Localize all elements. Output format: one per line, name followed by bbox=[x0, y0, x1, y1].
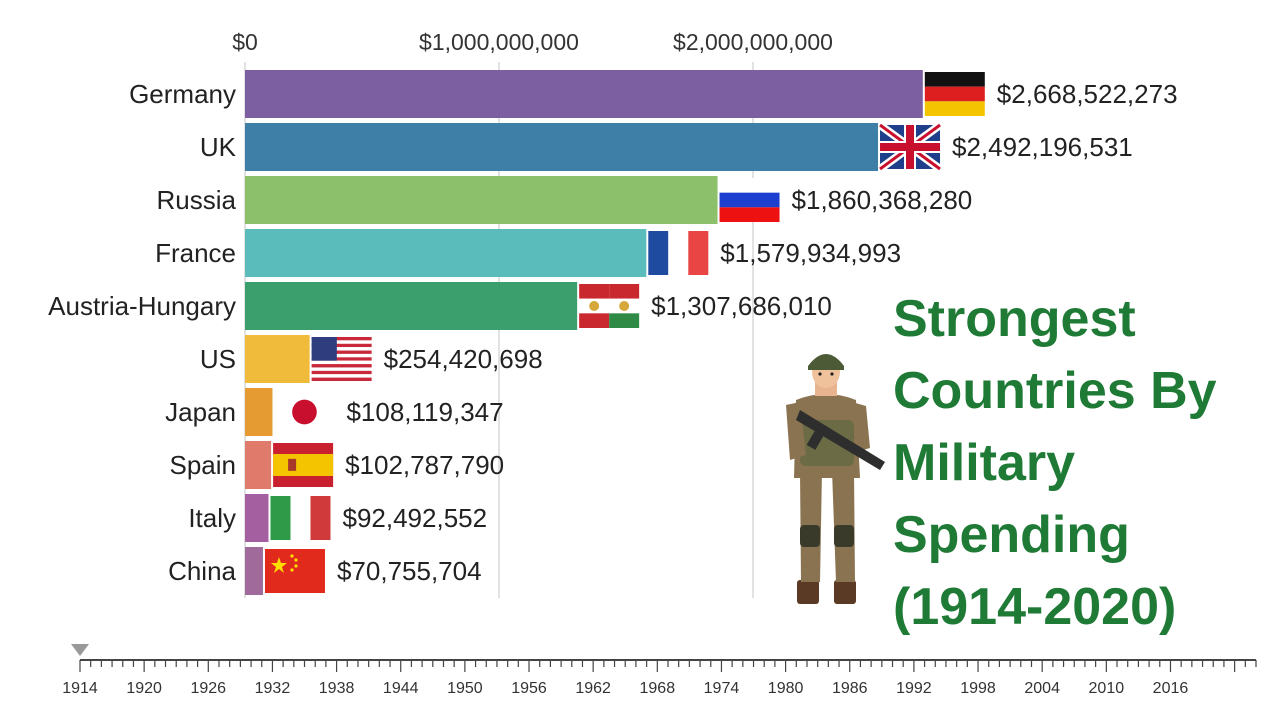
china-flag-icon bbox=[264, 549, 325, 593]
timeline-year-label: 1992 bbox=[896, 680, 932, 697]
timeline-year-label: 1956 bbox=[511, 680, 547, 697]
austria-hungary-flag-icon bbox=[579, 284, 640, 328]
category-label: France bbox=[155, 238, 236, 268]
bar-us bbox=[245, 335, 310, 383]
category-label: UK bbox=[200, 132, 237, 162]
timeline-year-label: 1914 bbox=[62, 680, 98, 697]
x-tick-label-2: $2,000,000,000 bbox=[673, 29, 833, 55]
category-label: China bbox=[168, 556, 236, 586]
value-label: $2,668,522,273 bbox=[997, 79, 1178, 109]
value-label: $1,860,368,280 bbox=[792, 185, 973, 215]
timeline-year-label: 1926 bbox=[190, 680, 226, 697]
category-label: US bbox=[200, 344, 236, 374]
title-line-5: (1914-2020) bbox=[893, 578, 1176, 636]
value-label: $92,492,552 bbox=[342, 503, 487, 533]
title-line-1: Strongest bbox=[893, 290, 1136, 348]
bar-france bbox=[245, 229, 647, 277]
x-tick-label-0: $0 bbox=[232, 29, 258, 55]
japan-flag-icon bbox=[274, 390, 335, 434]
value-label: $108,119,347 bbox=[346, 397, 503, 427]
soldier-illustration bbox=[786, 354, 885, 604]
bar-uk bbox=[245, 123, 879, 171]
value-label: $102,787,790 bbox=[345, 450, 504, 480]
timeline-year-label: 1986 bbox=[832, 680, 868, 697]
title-line-3: Military bbox=[893, 434, 1075, 492]
labels: Germany $2,668,522,273 UK $2,492,196,531 Rus… bbox=[48, 79, 1177, 586]
timeline-year-label: 2016 bbox=[1153, 680, 1189, 697]
timeline-year-label: 2010 bbox=[1089, 680, 1125, 697]
timeline-year-label: 2004 bbox=[1024, 680, 1060, 697]
timeline-year-label: 1968 bbox=[640, 680, 676, 697]
timeline-year-label: 1980 bbox=[768, 680, 804, 697]
category-label: Russia bbox=[157, 185, 237, 215]
category-label: Germany bbox=[129, 79, 236, 109]
russia-flag-icon bbox=[719, 178, 780, 222]
bars bbox=[245, 70, 923, 595]
bar-austria-hungary bbox=[245, 282, 578, 330]
timeline-year-label: 1944 bbox=[383, 680, 419, 697]
bar-italy bbox=[245, 494, 269, 542]
bar-germany bbox=[245, 70, 923, 118]
value-label: $2,492,196,531 bbox=[952, 132, 1133, 162]
germany-flag-icon bbox=[924, 72, 985, 116]
chart-title: Strongest Countries By Military Spending… bbox=[893, 290, 1217, 636]
value-label: $1,307,686,010 bbox=[651, 291, 832, 321]
category-label: Austria-Hungary bbox=[48, 291, 236, 321]
title-line-2: Countries By bbox=[893, 362, 1217, 420]
bar-russia bbox=[245, 176, 718, 224]
value-axis: $0 $1,000,000,000 $2,000,000,000 bbox=[232, 29, 833, 55]
us-flag-icon bbox=[311, 337, 372, 381]
value-label: $254,420,698 bbox=[384, 344, 543, 374]
timeline-year-label: 1998 bbox=[960, 680, 996, 697]
italy-flag-icon bbox=[270, 496, 331, 540]
timeline-year-label: 1938 bbox=[319, 680, 355, 697]
timeline-year-label: 1962 bbox=[575, 680, 611, 697]
bar-japan bbox=[245, 388, 273, 436]
bar-china bbox=[245, 547, 263, 595]
uk-flag-icon bbox=[877, 121, 943, 173]
value-label: $1,579,934,993 bbox=[720, 238, 901, 268]
category-label: Italy bbox=[188, 503, 236, 533]
timeline-year-label: 1920 bbox=[126, 680, 162, 697]
france-flag-icon bbox=[648, 231, 709, 275]
spain-flag-icon bbox=[273, 443, 334, 487]
category-label: Spain bbox=[170, 450, 237, 480]
title-line-4: Spending bbox=[893, 506, 1130, 564]
year-timeline[interactable]: 1914 1920 1926 1932 1938 1944 1950 1956 1962 1968… bbox=[62, 644, 1257, 697]
value-label: $70,755,704 bbox=[337, 556, 482, 586]
timeline-year-label: 1932 bbox=[255, 680, 291, 697]
timeline-marker[interactable] bbox=[71, 644, 89, 656]
timeline-year-label: 1950 bbox=[447, 680, 483, 697]
bar-spain bbox=[245, 441, 272, 489]
category-label: Japan bbox=[165, 397, 236, 427]
flags bbox=[264, 72, 985, 593]
x-tick-label-1: $1,000,000,000 bbox=[419, 29, 579, 55]
timeline-year-label: 1974 bbox=[704, 680, 740, 697]
